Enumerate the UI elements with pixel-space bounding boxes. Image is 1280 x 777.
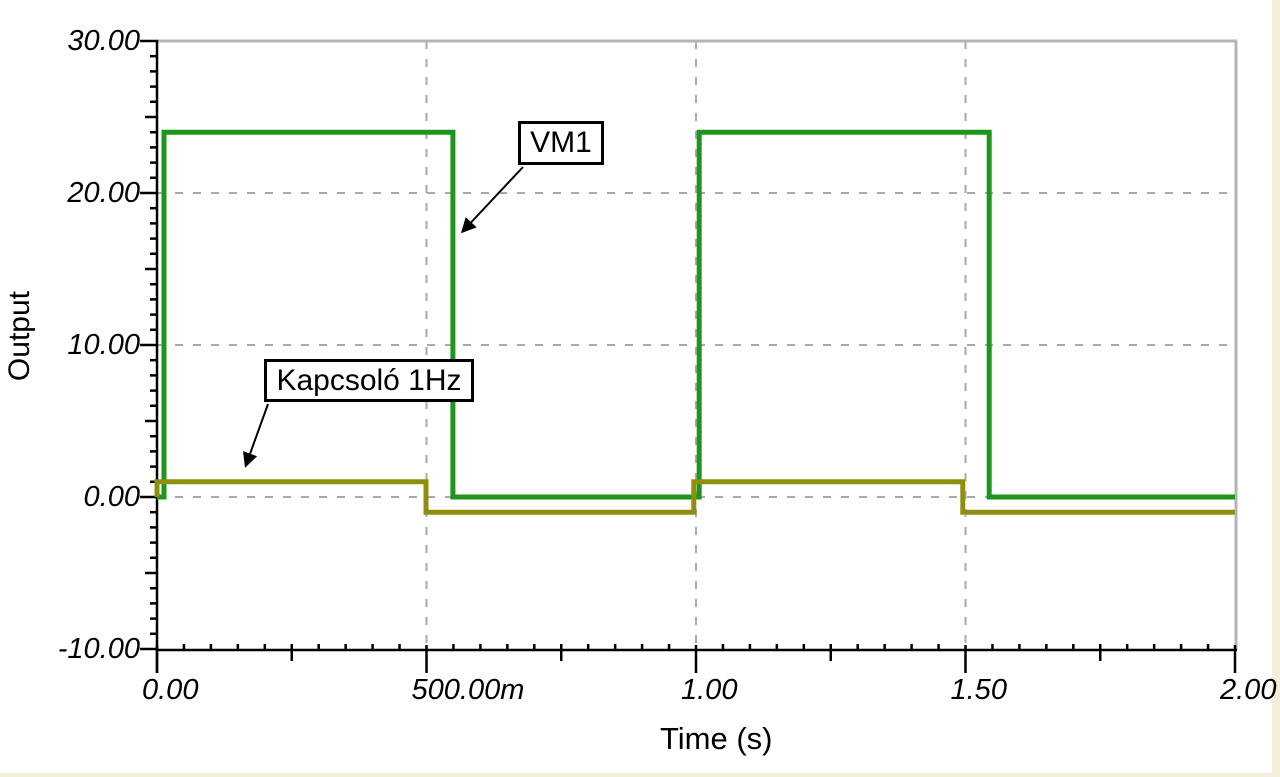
y-tick-label: 20.00 (67, 177, 140, 209)
annotation-arrows (243, 166, 524, 468)
series-line-vm1 (157, 129, 1235, 500)
x-axis-title: Time (s) (660, 721, 773, 756)
annotation-label-vm1[interactable]: VM1 (518, 121, 604, 165)
x-tick-label: 1.50 (950, 674, 1007, 706)
x-tick-label: 0.00 (142, 674, 199, 706)
x-tick-label: 2.00 (1220, 674, 1277, 706)
series-line-switch (154, 479, 1235, 515)
annotation-arrow (460, 166, 524, 234)
window-edge-bottom (0, 773, 1280, 777)
axis-ticks (140, 39, 1237, 673)
x-tick-label: 500.00m (411, 674, 525, 706)
y-tick-label: 10.00 (67, 329, 140, 361)
window-edge-right (1272, 0, 1280, 777)
annotation-arrow (243, 403, 269, 468)
y-tick-label: 0.00 (83, 481, 140, 513)
y-tick-label: -10.00 (57, 633, 140, 665)
annotation-label-switch[interactable]: Kapcsoló 1Hz (264, 359, 474, 402)
y-tick-label: 30.00 (67, 25, 140, 57)
series-curves (154, 129, 1235, 515)
x-tick-label: 1.00 (681, 674, 738, 706)
gridlines (157, 41, 1236, 650)
